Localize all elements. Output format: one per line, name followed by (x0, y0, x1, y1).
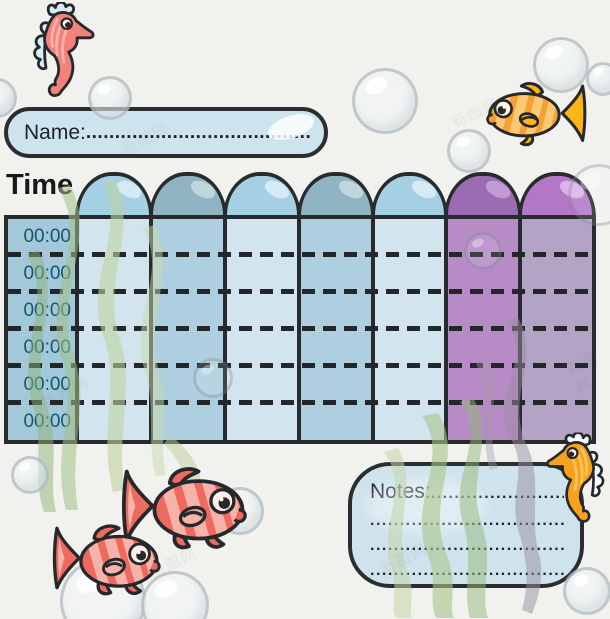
arch-highlight (262, 177, 292, 202)
day-column-arch (448, 176, 518, 219)
day-column-4[interactable] (297, 172, 375, 444)
name-label: Name: (24, 120, 86, 144)
orange-fish (486, 82, 587, 147)
row-divider (8, 252, 588, 257)
day-column-arch (79, 176, 149, 219)
arch-highlight (483, 177, 513, 202)
bubble (141, 571, 209, 619)
bubble (11, 456, 49, 494)
day-column-arch (153, 176, 223, 219)
name-fill-line[interactable]: ........................................… (85, 123, 312, 142)
bubble (447, 129, 491, 173)
bubble (563, 567, 610, 615)
time-slot-6[interactable]: 00:00 (23, 410, 71, 432)
day-column-3[interactable] (223, 172, 301, 444)
time-slot-2[interactable]: 00:00 (23, 263, 71, 285)
bubble (193, 358, 233, 398)
seahorse-bottom-right (543, 428, 610, 530)
name-field[interactable]: Name: ..................................… (4, 107, 328, 158)
row-divider (8, 289, 588, 294)
bubble (568, 164, 610, 226)
notes-fill-line[interactable]: ...................................... (370, 563, 564, 579)
notes-fill-line[interactable]: ...................................... (370, 538, 564, 554)
row-divider (8, 400, 588, 405)
day-column-arch (375, 176, 444, 219)
bubble (464, 232, 502, 270)
red-fish-small (48, 520, 170, 596)
time-slot-4[interactable]: 00:00 (23, 336, 71, 358)
day-column-5[interactable] (371, 172, 448, 444)
time-header-label: Time (6, 169, 74, 201)
row-divider (8, 363, 588, 368)
arch-highlight (114, 177, 144, 202)
bubble (352, 68, 418, 134)
bubble (586, 62, 610, 96)
bubble (88, 76, 132, 120)
seahorse-top-left (24, 2, 100, 100)
arch-highlight (409, 177, 439, 202)
time-slot-1[interactable]: 00:00 (23, 226, 71, 248)
notes-field-highlight (366, 478, 486, 533)
arch-highlight (188, 177, 218, 202)
day-column-arch (227, 176, 297, 219)
row-divider (8, 326, 588, 331)
time-slot-3[interactable]: 00:00 (23, 300, 71, 322)
time-slot-5[interactable]: 00:00 (23, 373, 71, 395)
day-column-arch (301, 176, 371, 219)
arch-highlight (336, 177, 366, 202)
bubble (533, 37, 589, 93)
